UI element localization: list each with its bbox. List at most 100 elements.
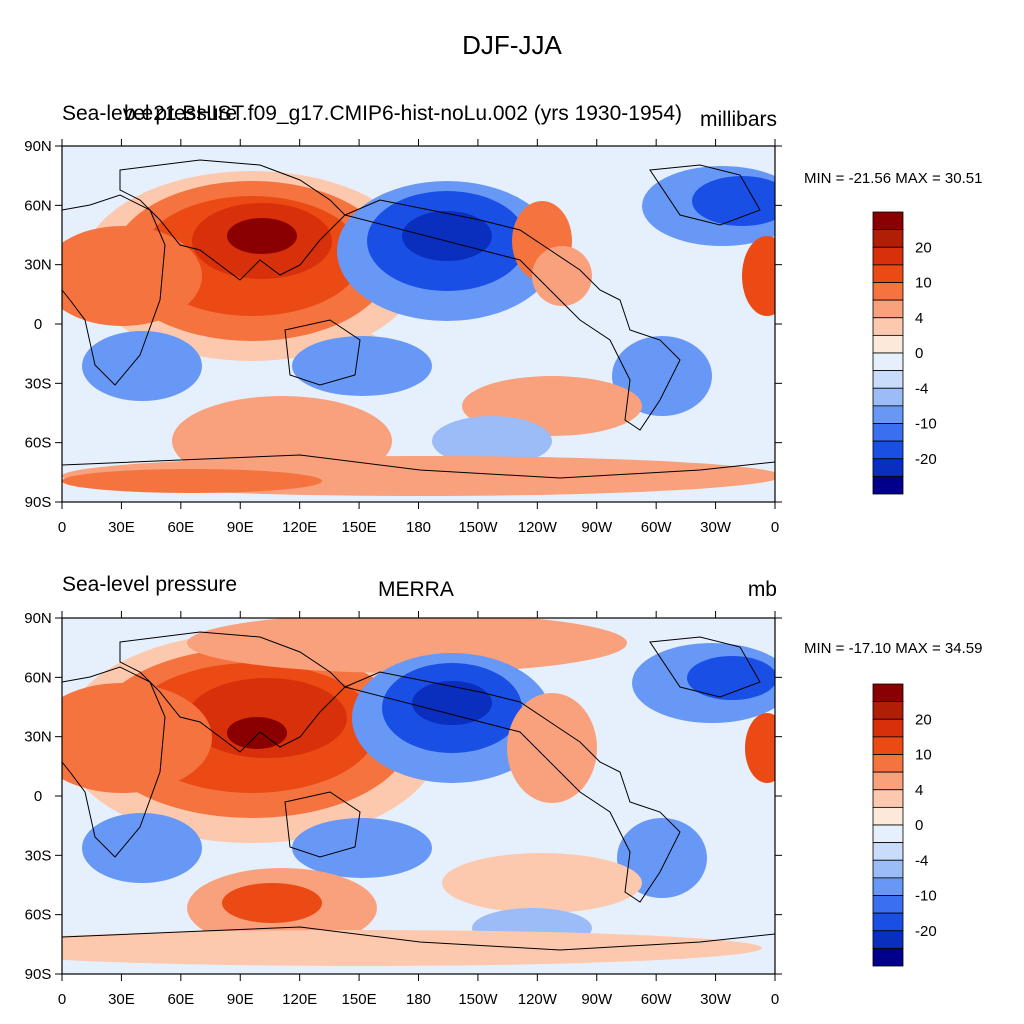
colorbar-swatch bbox=[872, 877, 904, 896]
contour-fill bbox=[532, 246, 592, 306]
colorbar-swatch bbox=[872, 806, 904, 826]
y-tick-label: 0 bbox=[34, 316, 42, 333]
colorbar-label: 4 bbox=[915, 782, 923, 799]
contour-fill bbox=[432, 416, 552, 466]
panel-center-title: MERRA bbox=[378, 578, 454, 601]
colorbar-label: 0 bbox=[915, 345, 923, 362]
colorbar-label: 4 bbox=[915, 310, 923, 327]
x-tick-label: 120W bbox=[518, 991, 558, 1008]
colorbar-swatch bbox=[872, 387, 904, 407]
contour-fill bbox=[62, 930, 762, 966]
colorbar-swatch bbox=[872, 229, 904, 248]
x-tick-label: 0 bbox=[771, 519, 779, 536]
y-tick-label: 90S bbox=[25, 494, 52, 511]
x-tick-label: 60W bbox=[641, 519, 673, 536]
colorbar-label: -20 bbox=[915, 451, 937, 468]
coastline bbox=[284, 319, 361, 386]
contour-fill bbox=[687, 656, 775, 700]
y-tick-label: 90N bbox=[24, 610, 52, 627]
colorbar-swatch bbox=[872, 930, 904, 949]
x-tick-label: 0 bbox=[771, 991, 779, 1008]
colorbar-swatch bbox=[872, 211, 904, 231]
x-tick-label: 150W bbox=[458, 991, 498, 1008]
colorbar-swatch bbox=[872, 440, 904, 460]
x-tick-label: 30W bbox=[700, 519, 732, 536]
y-tick-label: 90S bbox=[25, 966, 52, 983]
y-tick-label: 60N bbox=[24, 197, 52, 214]
colorbar-swatch bbox=[872, 912, 904, 932]
contour-fill bbox=[82, 331, 202, 401]
colorbar-label: 20 bbox=[915, 711, 932, 728]
panel-left-title: Sea-level pressure bbox=[62, 102, 238, 125]
contour-fill bbox=[292, 336, 432, 396]
y-tick-label: 90N bbox=[24, 138, 52, 155]
colorbar-label: -20 bbox=[915, 923, 937, 940]
colorbar-label: 20 bbox=[915, 239, 932, 256]
contour-fill bbox=[62, 226, 202, 326]
colorbar-label: -4 bbox=[915, 380, 928, 397]
coastline bbox=[649, 164, 761, 226]
colorbar: -20 -10 -4 0 4 10 20 bbox=[872, 683, 937, 967]
colorbar-swatch bbox=[872, 895, 904, 914]
colorbar-swatch bbox=[872, 754, 904, 773]
colorbar: -20 -10 -4 0 4 10 20 bbox=[872, 211, 937, 495]
colorbar-swatch bbox=[872, 334, 904, 354]
x-tick-label: 60E bbox=[167, 519, 194, 536]
colorbar-label: -10 bbox=[915, 888, 937, 905]
x-tick-label: 30E bbox=[108, 991, 135, 1008]
colorbar-swatch bbox=[872, 352, 904, 372]
coastline bbox=[62, 194, 166, 386]
y-tick-label: 60S bbox=[25, 907, 52, 924]
colorbar-label: 0 bbox=[915, 817, 923, 834]
x-tick-label: 90W bbox=[581, 519, 613, 536]
contour-fill bbox=[507, 693, 597, 803]
contour-fill bbox=[187, 618, 627, 673]
panel-left-title: Sea-level pressure bbox=[62, 573, 238, 596]
colorbar-label: -10 bbox=[915, 416, 937, 433]
coastline bbox=[62, 666, 166, 858]
main-title: DJF-JJA bbox=[462, 30, 562, 60]
y-tick-label: 30S bbox=[25, 847, 52, 864]
colorbar-swatch bbox=[872, 423, 904, 442]
x-tick-label: 90W bbox=[581, 991, 613, 1008]
colorbar-swatch bbox=[872, 947, 904, 967]
colorbar-swatch bbox=[872, 859, 904, 879]
colorbar-swatch bbox=[872, 475, 904, 495]
x-tick-label: 120E bbox=[282, 519, 317, 536]
colorbar-label: 10 bbox=[915, 275, 932, 292]
y-tick-label: 30N bbox=[24, 729, 52, 746]
min-max-readout: MIN = -17.10 MAX = 34.59 bbox=[804, 640, 983, 657]
colorbar-label: 10 bbox=[915, 747, 932, 764]
contour-fill bbox=[227, 218, 297, 254]
contour-fill bbox=[222, 883, 322, 923]
x-tick-label: 90E bbox=[227, 991, 254, 1008]
x-tick-label: 120W bbox=[518, 519, 558, 536]
slp-map: 0 30E 60E 90E 120E 150E 180 150W 120W 90W 60W 30W 09… bbox=[24, 610, 782, 1008]
obs-panel: Sea-level pressure MERRA mb 0 30E 60E 90E 12… bbox=[0, 472, 1024, 1008]
contour-fill bbox=[742, 236, 775, 316]
panel-units: mb bbox=[747, 578, 777, 601]
contour-fill bbox=[612, 336, 712, 416]
colorbar-swatch bbox=[872, 789, 904, 808]
contour-fill bbox=[292, 818, 432, 878]
x-tick-label: 60E bbox=[167, 991, 194, 1008]
slp-map: 0 30E 60E 90E 120E 150E 180 150W 120W 90W 60W 30W 09… bbox=[24, 138, 782, 536]
contour-fill bbox=[402, 211, 492, 261]
panel-center-title: b.e21.BHIST.f09_g17.CMIP6-hist-noLu.002 … bbox=[124, 102, 682, 125]
coastline bbox=[649, 636, 761, 698]
colorbar-swatch bbox=[872, 771, 904, 791]
contour-fill bbox=[62, 469, 322, 493]
colorbar-swatch bbox=[872, 718, 904, 738]
x-tick-label: 120E bbox=[282, 991, 317, 1008]
coastline bbox=[62, 926, 775, 951]
y-tick-label: 60S bbox=[25, 435, 52, 452]
contour-fill bbox=[692, 176, 775, 226]
colorbar-swatch bbox=[872, 370, 904, 389]
coastline bbox=[62, 454, 775, 479]
colorbar-swatch bbox=[872, 824, 904, 844]
x-tick-label: 150E bbox=[342, 991, 377, 1008]
y-tick-label: 30N bbox=[24, 257, 52, 274]
colorbar-swatch bbox=[872, 264, 904, 283]
coastline bbox=[119, 159, 346, 281]
colorbar-swatch bbox=[872, 736, 904, 755]
